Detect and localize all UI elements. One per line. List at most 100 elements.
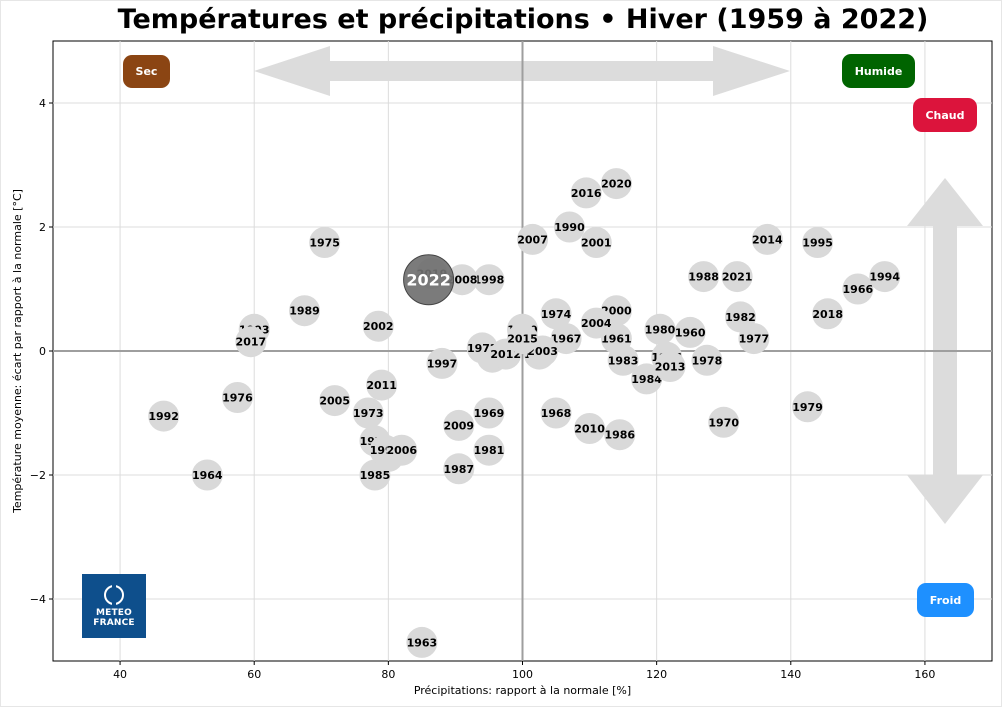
- data-point-marker: [580, 227, 612, 258]
- data-point-label: 2013: [655, 361, 686, 374]
- x-tick-label: 160: [914, 668, 935, 681]
- data-point-label: 1970: [708, 416, 739, 429]
- x-tick-label: 100: [512, 668, 533, 681]
- data-point: 2008: [446, 264, 478, 296]
- data-point: 1974: [540, 298, 572, 330]
- data-point: 1967: [550, 323, 582, 355]
- data-point: 2005: [319, 385, 351, 417]
- data-point-label: 1979: [792, 401, 823, 414]
- data-point-label: 2012: [490, 348, 521, 361]
- highlight-point-label: 2022: [406, 271, 451, 290]
- data-point-marker: [386, 434, 418, 466]
- y-axis-label: Température moyenne: écart par rapport à…: [11, 189, 24, 514]
- data-point-label: 1983: [608, 354, 639, 367]
- data-point-marker: [691, 344, 723, 376]
- data-point-marker: [289, 295, 321, 327]
- data-point: 1976: [221, 382, 253, 413]
- data-point-marker: [473, 264, 505, 296]
- data-point-label: 1997: [427, 357, 458, 370]
- data-point: 1975: [309, 227, 341, 258]
- data-point-label: 1985: [360, 469, 391, 482]
- data-point-label: 2011: [366, 379, 397, 392]
- data-point: 1964: [191, 459, 223, 491]
- data-point: 2015: [507, 323, 538, 355]
- data-point-label: 1988: [688, 271, 719, 284]
- data-point-marker: [688, 261, 720, 293]
- data-point-marker: [600, 168, 632, 200]
- data-point-marker: [708, 406, 740, 438]
- data-point: 1973: [352, 397, 384, 429]
- data-point-marker: [235, 326, 267, 358]
- data-point-marker: [751, 223, 783, 255]
- data-point-marker: [574, 413, 606, 444]
- data-point-marker: [309, 227, 341, 258]
- meteo-france-logo: METEO FRANCE: [82, 574, 146, 638]
- data-point: 1984: [631, 363, 662, 395]
- data-point-marker: [443, 409, 475, 441]
- data-point: 2018: [812, 298, 844, 330]
- x-tick-label: 40: [113, 668, 127, 681]
- data-point: 1995: [802, 227, 834, 258]
- dry-badge: Sec: [123, 55, 170, 88]
- data-point: 1998: [473, 264, 505, 296]
- data-point-label: 1968: [541, 407, 572, 420]
- data-point-label: 1960: [675, 326, 706, 339]
- data-point: 1982: [724, 301, 756, 333]
- data-point-label: 1990: [554, 221, 585, 234]
- data-point-marker: [792, 391, 824, 423]
- data-point-marker: [580, 307, 612, 339]
- data-point: 2011: [366, 369, 398, 401]
- axis-ticks: 40 60 80 100 120 140 160 −4 −2 0 2 4: [30, 97, 936, 681]
- data-point-marker: [446, 264, 478, 296]
- data-point-label: 2003: [527, 345, 558, 358]
- data-point: 1983: [607, 344, 639, 376]
- x-tick-label: 140: [780, 668, 801, 681]
- data-point-marker: [540, 298, 572, 330]
- data-point: 1988: [688, 261, 720, 293]
- data-point-marker: [721, 261, 753, 293]
- data-point-label: 1967: [551, 333, 582, 346]
- data-point-marker: [319, 385, 351, 417]
- data-point-marker: [426, 347, 458, 379]
- data-point: 2004: [580, 307, 612, 339]
- data-point-marker: [443, 453, 475, 485]
- data-point-label: 1994: [869, 271, 900, 284]
- data-point: 2001: [580, 227, 612, 258]
- data-point-marker: [644, 313, 676, 345]
- data-point: 1980: [644, 313, 676, 345]
- y-tick-label: 2: [39, 221, 46, 234]
- data-point: 1992: [148, 400, 180, 432]
- data-point: 1969: [473, 397, 505, 429]
- data-point: 1990: [553, 211, 585, 243]
- data-point-marker: [553, 211, 585, 243]
- data-point-marker: [604, 419, 636, 451]
- data-point-label: 2018: [812, 308, 843, 321]
- data-point-label: 1998: [474, 274, 505, 287]
- wet-badge: Humide: [842, 54, 915, 88]
- data-point-label: 2017: [236, 336, 267, 349]
- data-point-label: 2006: [386, 444, 417, 457]
- data-point: 1970: [708, 406, 740, 438]
- data-point-marker: [517, 223, 549, 255]
- data-point: 2010: [574, 413, 605, 444]
- data-point: 2006: [386, 434, 418, 466]
- data-point: 1985: [359, 459, 391, 491]
- y-tick-label: 0: [39, 345, 46, 358]
- data-point-label: 1974: [541, 308, 572, 321]
- y-tick-label: 4: [39, 97, 46, 110]
- data-point: 2017: [235, 326, 267, 358]
- data-point-label: 1992: [148, 410, 179, 423]
- data-point-label: 2010: [574, 423, 605, 436]
- data-point-label: 2002: [363, 320, 394, 333]
- data-point-marker: [352, 397, 384, 429]
- data-point-label: 1980: [645, 323, 676, 336]
- data-point-label: 1984: [631, 373, 662, 386]
- data-point-marker: [473, 397, 505, 429]
- data-point-label: 2007: [517, 233, 548, 246]
- data-points: 1959196019611962196319641965196619671968…: [148, 168, 900, 658]
- data-point-label: 2008: [447, 274, 478, 287]
- y-tick-label: −4: [30, 593, 46, 606]
- data-point-marker: [221, 382, 253, 413]
- data-point: 1972: [466, 332, 498, 364]
